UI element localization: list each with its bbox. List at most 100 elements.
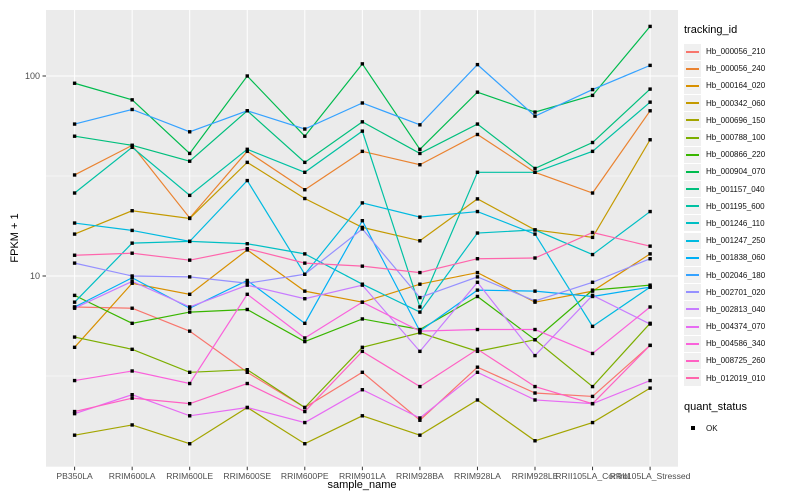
- data-point: [130, 347, 134, 352]
- legend-key-box: [684, 301, 701, 318]
- data-point: [130, 396, 134, 400]
- data-point: [72, 293, 77, 298]
- legend-color-line-icon: [686, 153, 699, 156]
- data-point: [590, 324, 595, 329]
- legend-item: Hb_001246_110: [684, 215, 798, 232]
- legend-item: Hb_001157_040: [684, 181, 798, 198]
- legend-item-label: Hb_000788_100: [706, 133, 766, 143]
- data-point: [648, 100, 652, 104]
- data-point: [590, 280, 595, 285]
- data-point: [130, 145, 134, 150]
- data-point: [245, 368, 249, 372]
- legend-key-box: [684, 146, 701, 163]
- data-point: [418, 384, 422, 389]
- data-point: [475, 209, 480, 214]
- data-point: [360, 129, 365, 133]
- data-point: [648, 283, 652, 287]
- data-point: [303, 196, 307, 201]
- data-point: [245, 281, 249, 285]
- legend-key-box: [684, 284, 701, 301]
- legend-item-label: Hb_001246_110: [706, 218, 765, 228]
- x-tick-label: RRIM928LA: [454, 471, 501, 481]
- legend-item-label: Hb_004374_070: [706, 322, 766, 332]
- data-point: [475, 197, 480, 201]
- black-square-point-icon: [690, 426, 695, 431]
- data-point: [72, 191, 77, 195]
- legend-item: Hb_002813_040: [684, 301, 798, 318]
- data-point: [360, 62, 365, 66]
- data-point: [590, 293, 595, 298]
- legend-key-box: [684, 60, 701, 77]
- data-point: [72, 221, 77, 225]
- data-point: [475, 122, 480, 126]
- data-point: [72, 173, 77, 177]
- data-point: [303, 134, 307, 138]
- data-point: [188, 130, 192, 134]
- data-point: [418, 416, 422, 420]
- data-point: [418, 123, 422, 127]
- data-point: [188, 305, 192, 309]
- data-point: [533, 327, 537, 332]
- data-point: [188, 239, 192, 244]
- data-point: [303, 170, 307, 174]
- legend-key-box: [684, 249, 701, 266]
- legend-color-line-icon: [686, 342, 699, 345]
- data-point: [245, 147, 249, 152]
- data-point: [475, 90, 480, 94]
- data-point: [188, 370, 192, 374]
- x-tick-label: RRIM901LA: [339, 471, 386, 481]
- x-tick-label: RRIM600PE: [281, 471, 329, 481]
- data-point: [303, 442, 307, 446]
- legend-item: Hb_000696_150: [684, 112, 798, 129]
- data-point: [533, 256, 537, 260]
- legend-color-line-icon: [686, 239, 699, 242]
- data-point: [245, 246, 249, 251]
- data-point: [590, 140, 595, 145]
- data-point: [475, 231, 480, 235]
- data-point: [418, 215, 422, 219]
- legend-item: Hb_000056_210: [684, 43, 798, 60]
- data-point: [245, 242, 249, 246]
- data-point: [130, 209, 134, 213]
- data-point: [303, 272, 307, 276]
- data-point: [533, 170, 537, 174]
- data-point: [72, 345, 77, 350]
- legend-color-line-icon: [686, 359, 699, 362]
- data-point: [590, 87, 595, 92]
- legend-key-box: [684, 129, 701, 146]
- data-point: [303, 127, 307, 131]
- data-point: [533, 338, 537, 342]
- data-point: [418, 147, 422, 152]
- legend-title-quant-status: quant_status: [684, 400, 747, 413]
- legend-item-label: Hb_000056_210: [706, 47, 766, 57]
- data-point: [475, 257, 480, 261]
- data-point: [590, 401, 595, 406]
- data-point: [130, 276, 134, 280]
- data-point: [245, 307, 249, 312]
- data-point: [130, 369, 134, 373]
- legend-item-label: Hb_008725_260: [706, 356, 766, 366]
- data-point: [418, 305, 422, 309]
- legend: tracking_id Hb_000056_210 Hb_000056_240 Hb…: [684, 24, 798, 437]
- data-point: [418, 151, 422, 156]
- legend-item: Hb_000788_100: [684, 129, 798, 146]
- quant-status-label: OK: [706, 423, 718, 433]
- legend-item-label: Hb_002701_020: [706, 287, 766, 297]
- data-point: [303, 160, 307, 165]
- data-point: [590, 384, 595, 389]
- data-point: [533, 289, 537, 293]
- legend-item-label: Hb_001247_250: [706, 236, 766, 246]
- data-point: [475, 132, 480, 137]
- legend-item-label: Hb_002813_040: [706, 304, 766, 314]
- data-point: [533, 299, 537, 303]
- data-point: [475, 327, 480, 332]
- legend-key-box: [684, 163, 701, 180]
- data-point: [303, 321, 307, 326]
- legend-item: Hb_001195_600: [684, 198, 798, 215]
- x-tick-label: PB350LA: [56, 471, 93, 481]
- data-point: [303, 188, 307, 192]
- data-point: [188, 151, 192, 156]
- data-point: [475, 294, 480, 299]
- data-point: [130, 143, 134, 148]
- legend-key-box: [684, 215, 701, 232]
